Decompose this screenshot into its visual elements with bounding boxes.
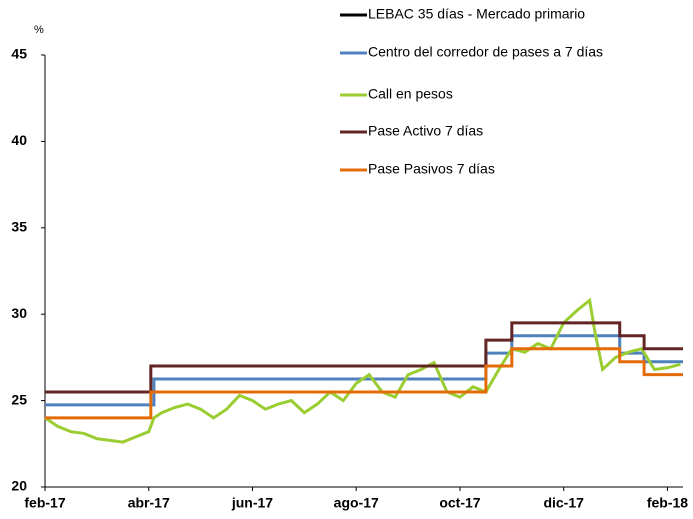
y-tick-label: 25 xyxy=(11,391,27,407)
x-tick-label: dic-17 xyxy=(543,495,584,511)
y-tick-label: 20 xyxy=(11,478,27,494)
legend-label: LEBAC 35 días - Mercado primario xyxy=(368,6,585,22)
y-tick-label: 35 xyxy=(11,219,27,235)
x-tick-label: ago-17 xyxy=(334,495,379,511)
x-tick-label: jun-17 xyxy=(231,495,273,511)
y-tick-label: 45 xyxy=(11,46,27,62)
legend-label: Centro del corredor de pases a 7 días xyxy=(368,44,603,60)
legend-label: Pase Pasivos 7 días xyxy=(368,161,495,177)
series-line xyxy=(45,321,683,394)
x-tick-label: oct-17 xyxy=(439,495,480,511)
series-line xyxy=(44,297,681,444)
x-tick-label: abr-17 xyxy=(128,495,170,511)
y-tick-label: 40 xyxy=(11,132,27,148)
y-axis-label: % xyxy=(34,24,44,36)
x-tick-label: feb-18 xyxy=(647,495,688,511)
legend-label: Pase Activo 7 días xyxy=(368,123,483,139)
y-tick-label: 30 xyxy=(11,305,27,321)
legend-label: Call en pesos xyxy=(368,86,453,102)
x-tick-label: feb-17 xyxy=(24,495,65,511)
series-line xyxy=(45,334,683,407)
series-line xyxy=(45,347,683,420)
